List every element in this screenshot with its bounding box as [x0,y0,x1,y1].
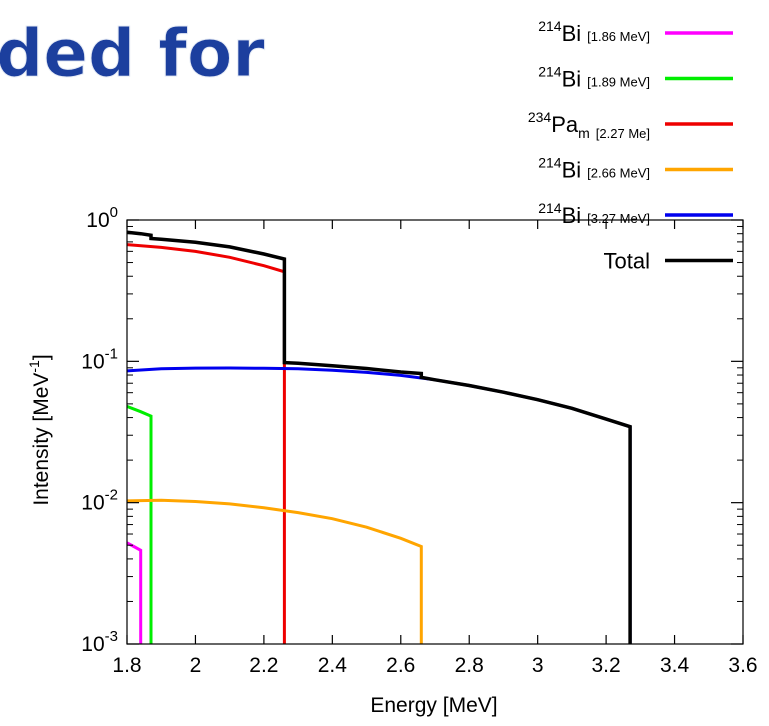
x-tick-label-1: 2 [190,654,202,677]
legend-label-element: Bi [562,67,582,92]
y-tick-exponent-3: -3 [105,628,118,645]
y-tick-base-3: 10 [81,633,104,656]
legend-entry-1: 214Bi [1.89 MeV] [538,64,733,92]
x-tick-label-4: 2.6 [386,654,415,677]
legend: 214Bi [1.86 MeV]214Bi [1.89 MeV]234Pam [2.2… [528,18,733,274]
legend-label-note: [2.66 MeV] [587,166,650,181]
slide-heading-fragment: ded for [0,15,265,92]
x-axis-title: Energy [MeV] [370,694,497,717]
y-tick-exponent-1: -1 [105,345,118,362]
plot-frame [126,219,744,645]
y-tick-exponent-2: -2 [105,487,118,504]
legend-label-superscript: 214 [538,18,562,34]
x-tick-label-3: 2.4 [318,654,348,677]
legend-label-element: Bi [562,203,582,228]
legend-entry-5: Total [604,249,733,274]
y-tick-label-3: 10-3 [81,628,118,656]
y-tick-base-2: 10 [81,492,104,515]
legend-label-element: Total [604,249,650,274]
plot-area [126,230,632,644]
x-tick-label-8: 3.4 [660,654,690,677]
legend-label-0: 214Bi [1.86 MeV] [538,18,650,46]
x-tick-label-2: 2.2 [249,654,278,677]
legend-label-2: 234Pam [2.27 Me] [528,109,650,141]
legend-label-3: 214Bi [2.66 MeV] [538,155,650,183]
legend-entry-4: 214Bi [3.27 MeV] [538,200,733,228]
legend-label-1: 214Bi [1.89 MeV] [538,64,650,92]
legend-entry-3: 214Bi [2.66 MeV] [538,155,733,183]
legend-label-subscript: m [578,125,590,141]
series-line-1 [126,405,153,644]
x-tick-label-5: 2.8 [455,654,484,677]
legend-entry-2: 234Pam [2.27 Me] [528,109,733,141]
legend-label-superscript: 214 [538,155,562,171]
series-line-3 [126,498,423,644]
y-tick-base-0: 10 [86,209,109,232]
legend-label-element: Bi [562,21,582,46]
series-line-4 [126,366,632,644]
legend-label-element: Pa [551,112,579,137]
x-tick-label-6: 3 [532,654,544,677]
y-axis-title-close: ] [30,354,53,360]
y-axis-title: Intensity [MeV-1] [26,354,53,505]
y-tick-label-1: 10-1 [81,345,118,373]
legend-label-note: [3.27 MeV] [587,211,650,226]
y-tick-base-1: 10 [81,350,104,373]
legend-label-note: [1.86 MeV] [587,29,650,44]
series-line-0 [126,541,143,644]
legend-label-4: 214Bi [3.27 MeV] [538,200,650,228]
y-tick-exponent-0: 0 [110,204,118,221]
legend-label-element: Bi [562,158,582,183]
legend-entry-0: 214Bi [1.86 MeV] [538,18,733,46]
legend-label-5: Total [604,249,650,274]
y-tick-label-0: 100 [86,204,118,232]
legend-label-superscript: 234 [528,109,552,125]
axes: 1.8 2 2.2 2.4 2.6 2.8 3 3.2 3.4 3.610010-110-210-… [81,204,757,677]
legend-label-note: [1.89 MeV] [587,75,650,90]
x-tick-label-7: 3.2 [592,654,621,677]
x-tick-label-0: 1.8 [112,654,141,677]
legend-label-superscript: 214 [538,64,562,80]
series-line-5 [126,230,632,644]
y-axis-title-text: Intensity [MeV [30,373,53,506]
legend-label-note: [2.27 Me] [596,126,650,141]
x-tick-label-9: 3.6 [728,654,757,677]
y-tick-label-2: 10-2 [81,487,118,515]
y-axis-title-exponent: -1 [26,360,42,373]
legend-label-superscript: 214 [538,200,562,216]
